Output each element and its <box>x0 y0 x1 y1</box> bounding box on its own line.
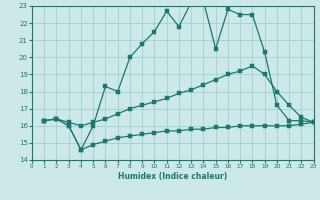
X-axis label: Humidex (Indice chaleur): Humidex (Indice chaleur) <box>118 172 228 181</box>
